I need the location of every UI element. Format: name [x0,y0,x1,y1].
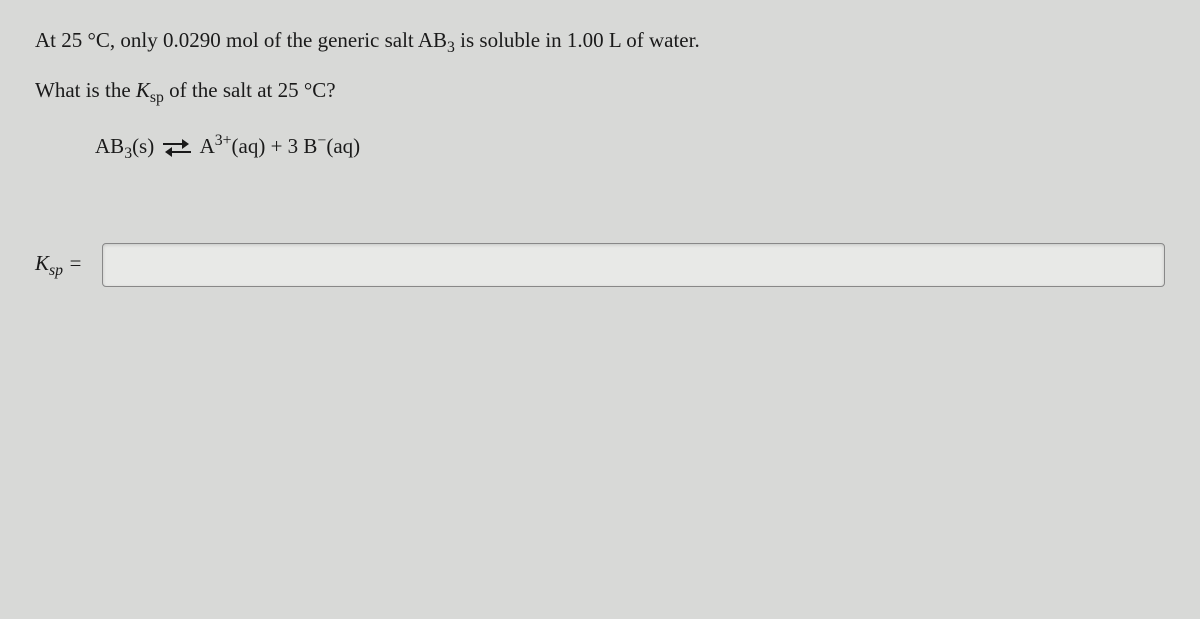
q2-suffix: of the salt at 25 °C? [164,78,336,102]
plus-sign: + [265,134,287,158]
q1-prefix: At 25 °C, only [35,28,163,52]
answer-equals: = [63,251,82,275]
solubility-value: 0.0290 [163,28,221,52]
product2-coeff: 3 [288,134,304,158]
q1-suffix: is soluble in 1.00 L of water. [455,28,700,52]
q2-prefix: What is the [35,78,136,102]
question-line1: At 25 °C, only 0.0290 mol of the generic… [35,25,1165,60]
answer-ksp-symbol: K [35,251,49,275]
product1-charge: 3+ [215,132,232,149]
product1-phase: (aq) [232,134,266,158]
salt-subscript: 3 [447,39,455,56]
reactant-sub: 3 [124,145,132,162]
equilibrium-equation: AB3(s) A3+(aq) + 3 B−(aq) [95,132,1165,163]
reactant-phase: (s) [132,134,154,158]
question-line2: What is the Ksp of the salt at 25 °C? [35,78,1165,107]
equilibrium-arrows-icon [163,140,191,156]
reactant-formula: AB [95,134,124,158]
ksp-sub: sp [150,89,164,106]
product2-phase: (aq) [326,134,360,158]
ksp-symbol: K [136,78,150,102]
ksp-answer-input[interactable] [102,243,1165,287]
product1-formula: A [200,134,215,158]
answer-ksp-sub: sp [49,262,63,279]
product2-formula: B [303,134,317,158]
answer-row: Ksp = [35,243,1165,287]
answer-label: Ksp = [35,251,82,280]
product2-charge: − [317,132,326,149]
q1-mid: mol of the generic salt AB [221,28,447,52]
